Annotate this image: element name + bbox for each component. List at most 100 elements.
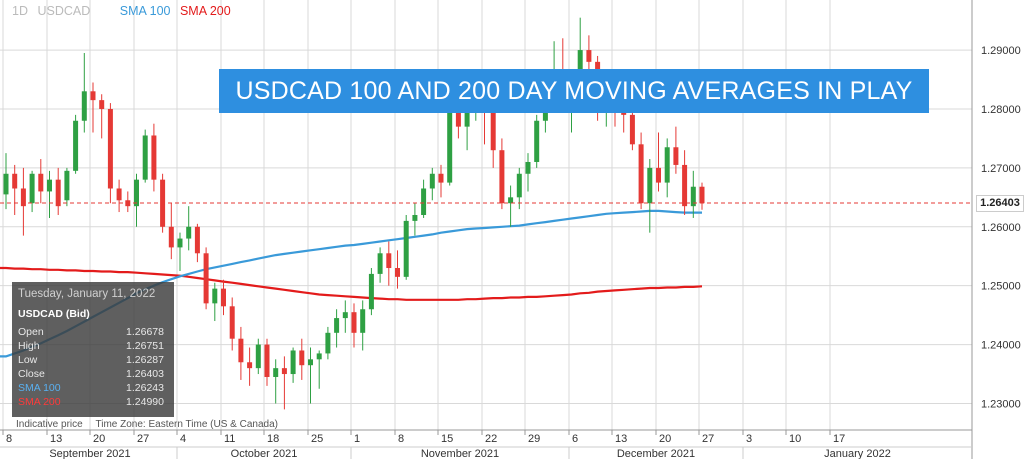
timezone-label: Time Zone: Eastern Time (US & Canada) xyxy=(95,419,278,430)
candle xyxy=(38,159,44,204)
candle-body xyxy=(247,362,253,369)
candle xyxy=(664,138,670,198)
candle xyxy=(255,338,261,375)
candle-body xyxy=(29,173,35,204)
candle xyxy=(47,170,52,218)
candle xyxy=(264,338,270,386)
candle xyxy=(212,282,218,322)
candle xyxy=(151,123,157,192)
x-tick-label: 8 xyxy=(6,433,12,445)
candle-body xyxy=(90,91,96,101)
sma200-legend: SMA 200 xyxy=(179,4,231,18)
info-value: 1.26678 xyxy=(126,326,164,338)
info-key: Low xyxy=(18,354,38,366)
candle xyxy=(281,356,287,410)
x-tick-label: 8 xyxy=(398,433,404,445)
candle xyxy=(90,82,96,133)
y-tick-label: 1.27000 xyxy=(981,163,1021,175)
candle xyxy=(73,114,79,174)
candle-body xyxy=(316,353,322,360)
candle xyxy=(273,359,279,404)
candle-body xyxy=(421,188,427,215)
x-tick-label: 20 xyxy=(659,433,671,445)
timeframe-label[interactable]: 1D xyxy=(12,4,28,18)
info-row-close: Close 1.26403 xyxy=(18,368,164,383)
candle-body xyxy=(490,108,496,151)
candle-body xyxy=(273,368,279,377)
candle-body xyxy=(151,135,157,180)
candle xyxy=(299,338,305,380)
chart-legend: 1D USDCAD SMA 100 SMA 200 xyxy=(12,4,237,18)
candle xyxy=(377,247,383,283)
info-row-low: Low 1.26287 xyxy=(18,354,164,369)
x-tick-label: 10 xyxy=(789,433,801,445)
y-tick-label: 1.25000 xyxy=(981,281,1021,293)
info-key: SMA 200 xyxy=(18,396,61,408)
candle xyxy=(142,129,148,183)
candle-body xyxy=(534,120,540,162)
candle xyxy=(316,350,322,389)
candle xyxy=(186,206,192,251)
candle-body xyxy=(255,344,261,369)
candle-body xyxy=(221,288,226,307)
ohlc-info-box: Tuesday, January 11, 2022 USDCAD (Bid) O… xyxy=(12,282,174,417)
candle xyxy=(134,173,139,227)
info-row-open: Open 1.26678 xyxy=(18,326,164,341)
month-label: December 2021 xyxy=(617,448,695,459)
candle-body xyxy=(682,164,688,207)
candle-body xyxy=(99,100,105,109)
x-tick-label: 6 xyxy=(572,433,578,445)
x-tick-label: 27 xyxy=(702,433,714,445)
candle-body xyxy=(638,144,644,204)
candle-body xyxy=(647,167,653,204)
candle xyxy=(438,164,444,198)
symbol-label: USDCAD xyxy=(37,4,91,18)
candle-body xyxy=(38,173,44,192)
candle xyxy=(412,203,418,236)
candle-body xyxy=(264,344,270,377)
x-axis: 8 13 20 27 4 11 18 25 1 8 15 22 29 6 13 20 27 3 10 17Septem… xyxy=(0,429,972,459)
candle xyxy=(194,223,200,263)
info-row-sma100: SMA 100 1.26243 xyxy=(18,382,164,397)
candle-body xyxy=(464,108,470,127)
x-tick-label: 4 xyxy=(180,433,186,445)
info-key: Close xyxy=(18,368,45,380)
candle-body xyxy=(229,306,235,339)
candle xyxy=(447,103,453,186)
candle-body xyxy=(55,179,61,207)
candle-body xyxy=(629,114,635,145)
candle xyxy=(534,114,540,168)
info-value: 1.26403 xyxy=(126,368,164,380)
candle xyxy=(290,347,296,383)
candle-body xyxy=(168,226,174,248)
candle-body xyxy=(699,186,705,204)
x-tick-label: 18 xyxy=(267,433,279,445)
candle xyxy=(55,167,61,215)
y-tick-label: 1.24000 xyxy=(981,340,1021,352)
candle-body xyxy=(194,226,200,254)
candle-body xyxy=(334,318,340,333)
candle xyxy=(29,170,35,213)
candle-body xyxy=(586,50,592,62)
candle-body xyxy=(438,173,444,183)
candle xyxy=(81,53,87,133)
candle-body xyxy=(499,150,505,204)
candle-body xyxy=(412,215,418,221)
candle xyxy=(334,309,340,348)
candle xyxy=(508,185,514,227)
last-price-tag: 1.26403 xyxy=(976,195,1024,213)
info-row-high: High 1.26751 xyxy=(18,340,164,355)
candle-body xyxy=(81,91,87,121)
candle-body xyxy=(308,359,313,366)
info-value: 1.26751 xyxy=(126,340,164,352)
candle xyxy=(308,347,313,404)
candle-body xyxy=(377,253,383,274)
candle-body xyxy=(342,312,348,319)
candle xyxy=(99,94,105,139)
candle xyxy=(64,167,70,207)
info-key: High xyxy=(18,340,40,352)
candle-body xyxy=(203,253,209,304)
candle-body xyxy=(142,135,148,180)
candle xyxy=(107,103,113,204)
info-date: Tuesday, January 11, 2022 xyxy=(18,288,156,300)
